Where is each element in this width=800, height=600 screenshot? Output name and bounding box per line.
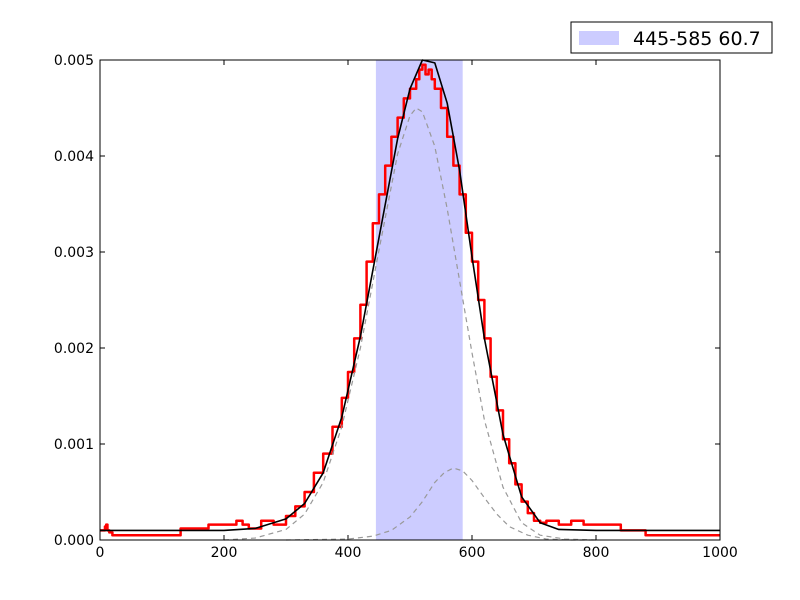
- y-tick-label: 0.003: [54, 245, 94, 261]
- y-tick-label: 0.002: [54, 341, 94, 357]
- x-tick-label: 400: [335, 545, 362, 561]
- legend: 445-585 60.7: [570, 21, 773, 54]
- plot-frame: [99, 59, 721, 541]
- series-line-4: [285, 467, 596, 541]
- x-tick-label: 1000: [702, 545, 738, 561]
- y-tick-label: 0.005: [54, 53, 94, 69]
- legend-swatch: [579, 31, 619, 45]
- y-tick-label: 0.004: [54, 149, 94, 165]
- x-tick-label: 200: [211, 545, 238, 561]
- series-line-3: [223, 107, 597, 541]
- x-tick-label: 0: [96, 545, 105, 561]
- tick-layer: 0 200 400 600 800 1000 0.000 0.001 0.002 0.003 0.0…: [54, 53, 738, 561]
- x-tick-label: 800: [583, 545, 610, 561]
- y-tick-label: 0.000: [54, 533, 94, 549]
- y-tick-label: 0.001: [54, 437, 94, 453]
- legend-label: 445-585 60.7: [633, 28, 761, 50]
- series-line-1: [100, 63, 720, 537]
- band-layer: [375, 60, 463, 540]
- highlight-band: [375, 60, 463, 540]
- x-tick-label: 600: [459, 545, 486, 561]
